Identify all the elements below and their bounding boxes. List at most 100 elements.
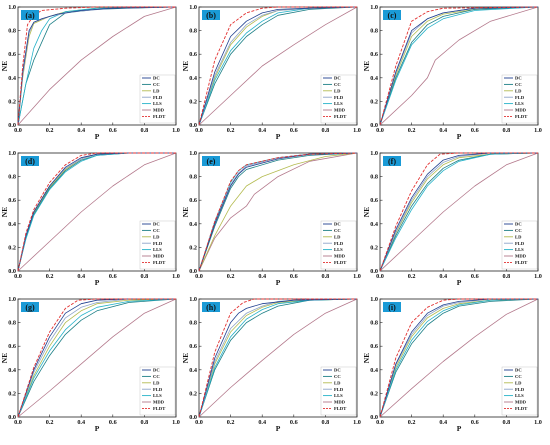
x-tick-label: 1.0 — [353, 273, 361, 280]
series-line-dc — [17, 152, 176, 272]
x-tick-label: 0.0 — [376, 127, 384, 134]
y-tick-label: 0.2 — [370, 244, 378, 251]
legend-entry: LLS — [334, 393, 343, 398]
legend-entry: FLDT — [515, 406, 527, 411]
x-tick-label: 0.8 — [141, 127, 149, 134]
x-tick-label: 1.0 — [534, 419, 542, 426]
x-tick-label: 0.6 — [109, 273, 117, 280]
y-tick-label: 0.0 — [189, 122, 197, 129]
panel-label: (e) — [207, 157, 216, 166]
panel-badge — [21, 10, 39, 20]
legend-entry: LLS — [515, 247, 524, 252]
series-line-lls — [17, 298, 177, 418]
x-tick-label: 0.6 — [290, 419, 298, 426]
series-line-fldt — [379, 298, 538, 418]
y-tick-label: 0.2 — [8, 244, 16, 251]
series-line-cc — [17, 298, 177, 418]
y-tick-label: 0.8 — [189, 28, 197, 35]
series-line-fldt — [198, 152, 358, 272]
legend-entry: LD — [334, 380, 341, 385]
y-tick-label: 0.2 — [189, 390, 197, 397]
y-tick-label: 0.2 — [8, 390, 16, 397]
legend-entry: FLD — [153, 95, 163, 100]
panel-label: (g) — [25, 303, 35, 312]
panel-badge — [202, 156, 220, 166]
y-tick-label: 0.8 — [370, 320, 378, 327]
x-tick-label: 0.8 — [141, 273, 149, 280]
x-tick-label: 0.4 — [258, 127, 266, 134]
legend-entry: MDD — [515, 108, 527, 113]
panel-badge — [383, 156, 401, 166]
x-tick-label: 0.2 — [227, 419, 235, 426]
legend-entry: CC — [334, 228, 341, 233]
series-line-cc — [198, 6, 358, 126]
x-tick-label: 0.0 — [195, 127, 203, 134]
legend-entry: FLD — [515, 95, 525, 100]
panel-label: (f) — [388, 157, 396, 166]
series-line-fldt — [379, 6, 539, 126]
y-tick-label: 0.8 — [189, 174, 197, 181]
legend-box — [501, 366, 538, 416]
legend-entry: DC — [153, 222, 160, 227]
series-line-mdd — [379, 152, 539, 272]
x-tick-label: 0.6 — [471, 127, 479, 134]
x-axis-label: P — [276, 424, 281, 433]
x-tick-label: 0.4 — [77, 419, 85, 426]
y-tick-label: 0.6 — [189, 51, 197, 58]
legend-entry: MDD — [153, 400, 165, 405]
series-line-cc — [379, 298, 539, 418]
x-tick-label: 0.0 — [14, 127, 22, 134]
panel-badge — [202, 302, 220, 312]
x-tick-label: 0.4 — [439, 127, 447, 134]
panel-label: (h) — [206, 303, 216, 312]
panel-badge — [202, 10, 220, 20]
panel-badge — [383, 10, 401, 20]
x-tick-label: 0.0 — [195, 419, 203, 426]
y-tick-label: 0.4 — [370, 367, 378, 374]
legend-entry: CC — [515, 374, 522, 379]
x-axis-label: P — [276, 132, 281, 141]
y-tick-label: 0.6 — [370, 343, 378, 350]
y-tick-label: 0.8 — [370, 28, 378, 35]
chart-panel: 0.00.0 0.2 0.2 0.4 0.4 0.6 0.6 0.8 0.8 1.0 1.0 P NE (… — [181, 150, 361, 287]
y-axis-label: NE — [362, 353, 371, 363]
legend-entry: FLD — [334, 387, 344, 392]
panel-label: (a) — [25, 11, 35, 20]
x-tick-label: 0.0 — [195, 273, 203, 280]
legend-entry: DC — [515, 368, 522, 373]
y-tick-label: 0.8 — [8, 320, 16, 327]
legend-entry: CC — [153, 374, 160, 379]
x-axis-label: P — [457, 424, 462, 433]
y-axis-label: NE — [0, 207, 9, 217]
x-tick-label: 0.4 — [439, 273, 447, 280]
y-tick-label: 0.8 — [8, 28, 16, 35]
x-tick-label: 0.2 — [227, 273, 235, 280]
legend-entry: MDD — [153, 108, 165, 113]
x-tick-label: 0.4 — [258, 273, 266, 280]
series-line-lls — [379, 152, 539, 272]
legend-box — [501, 74, 538, 124]
y-tick-label: 0.6 — [8, 343, 16, 350]
series-line-mdd — [198, 6, 358, 126]
legend-box — [320, 366, 357, 416]
y-tick-label: 0.0 — [8, 268, 16, 275]
y-tick-label: 1.0 — [189, 150, 197, 157]
legend-entry: FLDT — [515, 260, 527, 265]
legend-entry: LLS — [334, 247, 343, 252]
legend-entry: LD — [515, 234, 522, 239]
series-line-lls — [17, 6, 177, 126]
x-tick-label: 0.6 — [471, 273, 479, 280]
y-tick-label: 0.6 — [370, 197, 378, 204]
x-tick-label: 1.0 — [353, 419, 361, 426]
legend-entry: LD — [153, 380, 160, 385]
legend-entry: CC — [153, 228, 160, 233]
x-tick-label: 0.6 — [290, 127, 298, 134]
y-tick-label: 1.0 — [370, 4, 378, 11]
y-tick-label: 0.0 — [370, 268, 378, 275]
x-axis-label: P — [457, 278, 462, 287]
legend-entry: FLD — [515, 241, 525, 246]
panel-badge — [21, 302, 39, 312]
x-tick-label: 1.0 — [172, 419, 180, 426]
legend-entry: DC — [153, 368, 160, 373]
series-line-fldt — [17, 298, 176, 418]
